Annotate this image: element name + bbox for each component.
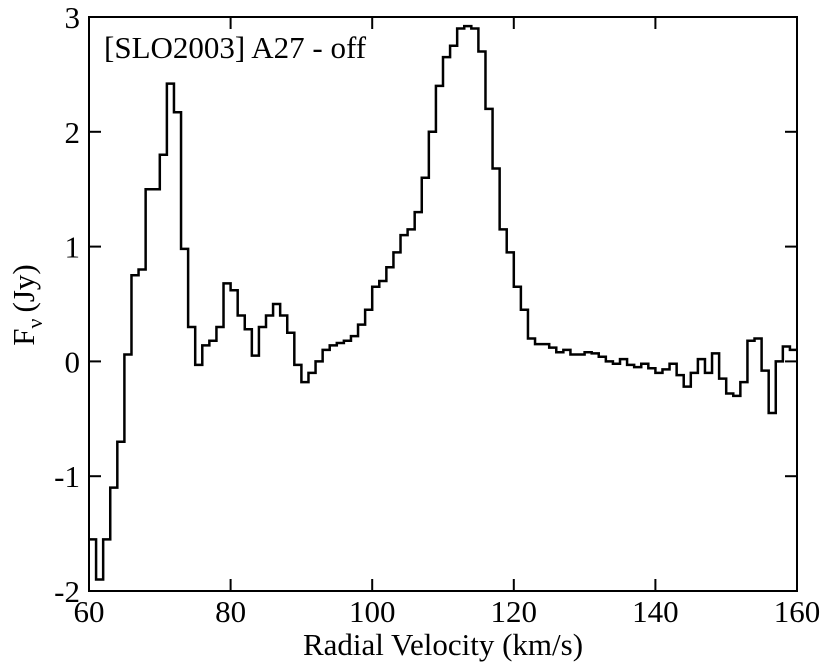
y-label-main: F (6, 328, 41, 345)
y-tick-label: 1 (65, 230, 81, 265)
y-tick-label: 0 (65, 344, 81, 379)
y-tick-label: -1 (54, 459, 80, 494)
x-tick-label: 80 (215, 594, 246, 629)
y-tick-label: 3 (65, 0, 81, 35)
x-axis-label: Radial Velocity (km/s) (303, 627, 583, 662)
x-tick-label: 100 (349, 594, 396, 629)
x-tick-label: 140 (632, 594, 679, 629)
y-tick-label: -2 (54, 574, 80, 609)
x-tick-label: 160 (774, 594, 821, 629)
annotation: [SLO2003] A27 - off (104, 30, 367, 65)
x-tick-label: 120 (491, 594, 538, 629)
y-axis-label: Fν (Jy) (6, 264, 47, 345)
plot-frame (88, 16, 798, 592)
x-tick-label: 60 (74, 594, 105, 629)
y-label-unit: (Jy) (6, 264, 41, 312)
spectrum-line (89, 24, 797, 581)
y-tick-label: 2 (65, 115, 81, 150)
y-label-sub: ν (22, 318, 47, 328)
